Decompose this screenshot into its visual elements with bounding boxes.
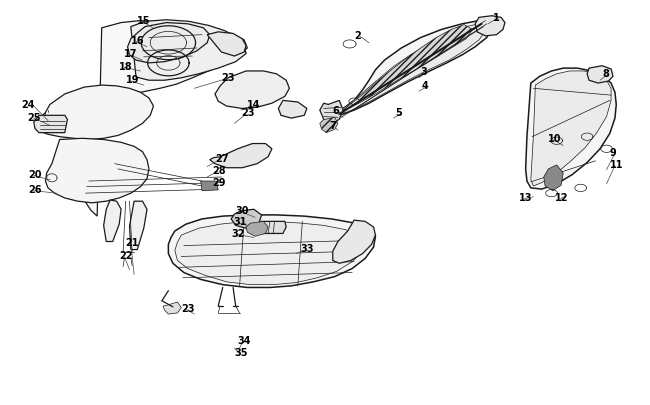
Text: 35: 35 bbox=[235, 347, 248, 357]
Text: 33: 33 bbox=[300, 244, 314, 254]
Polygon shape bbox=[320, 101, 343, 125]
Text: 18: 18 bbox=[119, 62, 133, 72]
Text: 29: 29 bbox=[213, 177, 226, 188]
Text: 9: 9 bbox=[610, 147, 617, 157]
Text: 24: 24 bbox=[21, 100, 34, 110]
Text: 34: 34 bbox=[238, 335, 251, 345]
Text: 30: 30 bbox=[236, 206, 249, 215]
Polygon shape bbox=[37, 86, 153, 140]
Text: 22: 22 bbox=[119, 251, 133, 260]
Text: 1: 1 bbox=[493, 13, 500, 22]
Polygon shape bbox=[278, 101, 307, 119]
Text: 31: 31 bbox=[233, 217, 246, 227]
Text: 19: 19 bbox=[125, 75, 139, 85]
Text: 4: 4 bbox=[422, 81, 429, 91]
Polygon shape bbox=[175, 222, 365, 285]
Text: 25: 25 bbox=[27, 112, 41, 122]
Polygon shape bbox=[129, 202, 147, 250]
Text: 5: 5 bbox=[395, 108, 402, 118]
Text: 32: 32 bbox=[231, 228, 244, 238]
Text: 7: 7 bbox=[329, 120, 335, 130]
Polygon shape bbox=[127, 23, 210, 64]
Polygon shape bbox=[168, 215, 376, 288]
Polygon shape bbox=[201, 181, 218, 191]
Text: 14: 14 bbox=[248, 100, 261, 110]
Polygon shape bbox=[103, 200, 121, 242]
Text: 15: 15 bbox=[137, 16, 151, 26]
Polygon shape bbox=[475, 17, 505, 37]
Text: 16: 16 bbox=[131, 36, 144, 46]
Text: 26: 26 bbox=[29, 185, 42, 195]
Text: 11: 11 bbox=[610, 159, 623, 169]
Polygon shape bbox=[531, 72, 611, 186]
Text: 8: 8 bbox=[602, 69, 609, 79]
Text: 21: 21 bbox=[125, 238, 139, 248]
Polygon shape bbox=[131, 21, 246, 81]
Text: 6: 6 bbox=[333, 106, 339, 116]
Polygon shape bbox=[210, 144, 272, 168]
Polygon shape bbox=[260, 222, 286, 234]
Polygon shape bbox=[333, 221, 376, 264]
Polygon shape bbox=[246, 222, 268, 237]
Polygon shape bbox=[330, 21, 492, 116]
Polygon shape bbox=[215, 72, 289, 109]
Text: 20: 20 bbox=[29, 169, 42, 179]
Text: 10: 10 bbox=[549, 134, 562, 144]
Text: 12: 12 bbox=[555, 193, 569, 202]
Polygon shape bbox=[81, 21, 248, 217]
Polygon shape bbox=[337, 25, 486, 113]
Polygon shape bbox=[46, 139, 149, 203]
Polygon shape bbox=[337, 26, 473, 113]
Text: 17: 17 bbox=[124, 49, 138, 59]
Polygon shape bbox=[34, 116, 68, 133]
Text: 23: 23 bbox=[241, 108, 254, 118]
Text: 28: 28 bbox=[213, 165, 226, 175]
Polygon shape bbox=[231, 210, 261, 229]
Text: 23: 23 bbox=[222, 73, 235, 83]
Polygon shape bbox=[587, 66, 613, 84]
Text: 13: 13 bbox=[519, 193, 532, 202]
Polygon shape bbox=[163, 302, 181, 314]
Text: 27: 27 bbox=[215, 153, 228, 163]
Polygon shape bbox=[544, 166, 563, 191]
Polygon shape bbox=[320, 118, 338, 133]
Text: 23: 23 bbox=[181, 303, 195, 313]
Polygon shape bbox=[207, 33, 246, 57]
Polygon shape bbox=[526, 69, 616, 190]
Text: 2: 2 bbox=[354, 31, 361, 40]
Text: 3: 3 bbox=[421, 67, 428, 77]
